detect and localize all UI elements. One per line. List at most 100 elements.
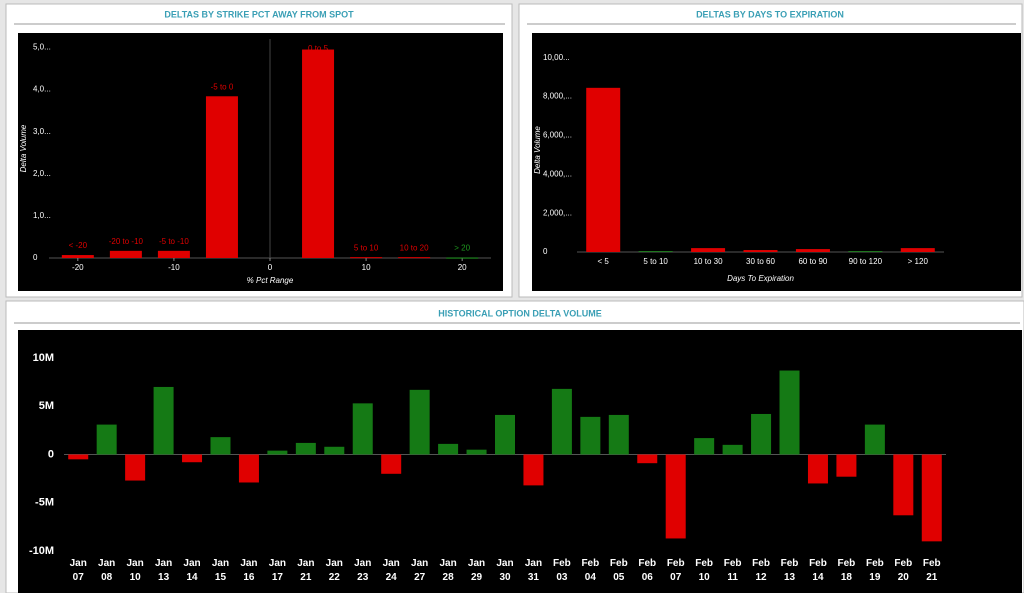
tick-line: 22	[329, 572, 341, 583]
bar	[551, 388, 572, 455]
x-tick-label: 5 to 10	[643, 257, 668, 266]
x-tick-label: Feb 19	[866, 558, 884, 583]
x-tick-label: Jan 21	[297, 558, 314, 583]
y-tick-label: 6,000,...	[543, 131, 572, 140]
tick-line: Feb	[866, 558, 884, 569]
tick-line: 11	[727, 572, 738, 583]
bar	[893, 454, 914, 516]
x-tick-label: Feb 13	[781, 558, 799, 583]
y-tick-label: 1,0...	[33, 211, 51, 220]
tick-line: 21	[300, 572, 312, 583]
tick-line: Feb	[923, 558, 941, 569]
x-tick-label: 10	[362, 263, 371, 272]
tick-line: 31	[528, 572, 540, 583]
x-tick-label: Jan 14	[183, 558, 200, 583]
bar	[807, 454, 828, 484]
x-tick-label: Jan 17	[269, 558, 286, 583]
x-tick-label: Jan 10	[127, 558, 144, 583]
bar	[446, 257, 479, 259]
bar-label: 5 to 10	[354, 243, 379, 252]
tick-line: 16	[243, 572, 255, 583]
tick-line: Jan	[468, 558, 485, 569]
bar-label: -20 to -10	[109, 237, 144, 246]
tick-line: Jan	[496, 558, 513, 569]
x-tick-label: Feb 18	[838, 558, 856, 583]
x-tick-label: Feb 20	[894, 558, 912, 583]
bar-label: > 20	[454, 244, 470, 253]
tick-line: Feb	[638, 558, 656, 569]
tick-line: 28	[443, 572, 455, 583]
tick-line: 29	[471, 572, 483, 583]
bar	[350, 257, 383, 259]
x-tick-label: Feb 03	[553, 558, 571, 583]
x-tick-label: Jan 28	[439, 558, 456, 583]
tick-line: Jan	[326, 558, 343, 569]
y-tick-label: 2,000,...	[543, 208, 572, 217]
tick-line: Jan	[411, 558, 428, 569]
chart-title: DELTAS BY DAYS TO EXPIRATION	[696, 9, 844, 19]
bar	[210, 437, 231, 455]
x-tick-label: Feb 07	[667, 558, 685, 583]
bar	[586, 87, 621, 252]
tick-line: 03	[556, 572, 568, 583]
tick-line: 30	[499, 572, 511, 583]
tick-line: Jan	[127, 558, 144, 569]
x-tick-label: Jan 15	[212, 558, 229, 583]
bar	[779, 370, 800, 455]
tick-line: 06	[642, 572, 654, 583]
tick-line: Feb	[894, 558, 912, 569]
y-tick-label: 5M	[39, 400, 54, 412]
tick-line: 08	[101, 572, 113, 583]
y-tick-label: 3,0...	[33, 127, 51, 136]
tick-line: 14	[812, 572, 824, 583]
bar	[157, 250, 190, 258]
bar	[848, 251, 883, 253]
bar	[109, 250, 142, 258]
plot-area	[18, 33, 503, 291]
y-tick-label: 0	[543, 247, 548, 256]
tick-line: Feb	[724, 558, 742, 569]
tick-line: Jan	[70, 558, 87, 569]
tick-line: Jan	[212, 558, 229, 569]
x-tick-label: Feb 10	[695, 558, 713, 583]
tick-line: 17	[272, 572, 284, 583]
bar	[324, 446, 345, 455]
plot-area	[18, 330, 1022, 593]
bar	[68, 454, 89, 460]
x-tick-label: 20	[458, 263, 467, 272]
bar	[61, 255, 94, 258]
x-tick-label: Jan 08	[98, 558, 115, 583]
bar	[182, 454, 203, 463]
tick-line: 24	[386, 572, 398, 583]
y-tick-label: 10,00...	[543, 53, 570, 62]
x-tick-label: Jan 23	[354, 558, 371, 583]
bar	[398, 257, 431, 259]
bar	[864, 424, 885, 455]
tick-line: 12	[756, 572, 768, 583]
y-tick-label: 4,000,...	[543, 169, 572, 178]
x-tick-label: -10	[168, 263, 180, 272]
tick-line: Feb	[553, 558, 571, 569]
tick-line: 21	[926, 572, 938, 583]
tick-line: 10	[699, 572, 711, 583]
tick-line: Feb	[781, 558, 799, 569]
y-tick-label: 8,000,...	[543, 92, 572, 101]
y-tick-label: 10M	[33, 352, 54, 364]
x-tick-label: Feb 04	[581, 558, 599, 583]
y-tick-label: 2,0...	[33, 169, 51, 178]
bar-label: -5 to -10	[159, 237, 189, 246]
tick-line: 14	[186, 572, 198, 583]
tick-line: 04	[585, 572, 597, 583]
bar	[238, 454, 259, 483]
x-tick-label: Feb 06	[638, 558, 656, 583]
x-tick-label: Jan 31	[525, 558, 542, 583]
tick-line: 13	[784, 572, 796, 583]
tick-line: 20	[898, 572, 910, 583]
x-axis-title: Days To Expiration	[727, 274, 794, 283]
bar	[495, 414, 515, 455]
bar	[352, 403, 373, 455]
tick-line: Feb	[610, 558, 628, 569]
x-tick-label: -20	[72, 263, 84, 272]
chart-title: HISTORICAL OPTION DELTA VOLUME	[438, 308, 602, 318]
